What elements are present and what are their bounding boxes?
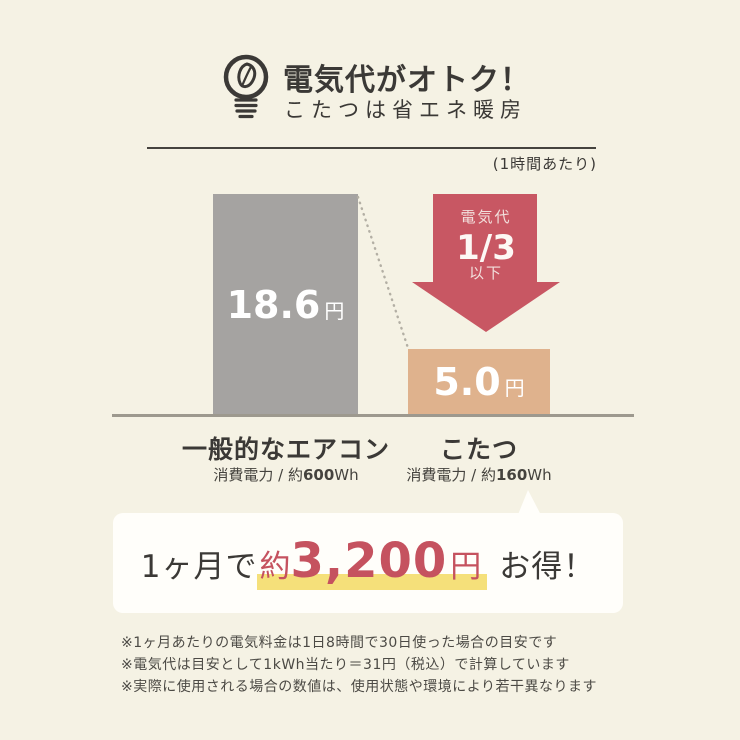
bar-aircon: 18.6 円 [213,194,358,415]
power-unit-kotatsu: Wh [527,466,552,484]
power-prefix-kotatsu: 消費電力 / 約 [406,466,496,484]
axis-baseline [112,414,634,417]
power-value-kotatsu: 160 [495,466,528,484]
bar-aircon-value: 18.6 円 [227,286,345,324]
savings-highlight: 約 3,200 円 [257,532,488,590]
power-prefix-aircon: 消費電力 / 約 [213,466,303,484]
one-third-arrow-badge: 電気代 1/3 以下 [412,194,560,334]
leaf-lightbulb-icon [223,54,269,119]
page-subtitle: こたつは省エネ暖房 [284,98,527,122]
page-title: 電気代がオトク！ [283,63,531,98]
category-label-kotatsu: こたつ [439,435,519,464]
savings-bubble: 1ヶ月で約 3,200 円お得！ [113,513,623,613]
power-label-kotatsu: 消費電力 / 約160Wh [406,464,551,485]
bar-aircon-unit: 円 [324,298,345,323]
footnote-3: ※実際に使用される場合の数値は、使用状態や環境により若干異なります [121,679,597,695]
down-arrow-icon [412,194,560,332]
per-hour-note: (1時間あたり) [492,155,597,173]
arrow-label-ika: 以下 [468,264,503,282]
savings-amount: 3,200 [290,532,448,589]
category-label-aircon: 一般的なエアコン [181,435,391,464]
bar-kotatsu-amount: 5.0 [433,360,501,404]
header-divider [147,147,596,149]
bar-kotatsu-value: 5.0 円 [433,363,524,401]
savings-prefix: 1ヶ月で [140,548,258,585]
dotted-drop-line [356,195,410,350]
footnote-1: ※1ヶ月あたりの電気料金は1日8時間で30日使った場合の目安です [121,635,558,651]
power-value-aircon: 600 [302,466,335,484]
savings-unit: 円 [450,548,482,585]
power-unit-aircon: Wh [334,466,359,484]
savings-text: 1ヶ月で約 3,200 円お得！ [140,532,596,590]
footnote-2: ※電気代は目安として1kWh当たり＝31円（税込）で計算しています [121,657,570,673]
savings-suffix: お得！ [499,548,596,585]
footnotes: ※1ヶ月あたりの電気料金は1日8時間で30日使った場合の目安です ※電気代は目安… [121,632,597,698]
bar-kotatsu-unit: 円 [504,376,525,400]
arrow-label-fraction: 1/3 [456,228,516,268]
arrow-label-denkidai: 電気代 [460,208,512,226]
bar-aircon-amount: 18.6 [226,282,321,327]
savings-approx: 約 [259,548,291,585]
bar-kotatsu: 5.0 円 [408,349,550,415]
power-label-aircon: 消費電力 / 約600Wh [213,464,358,485]
